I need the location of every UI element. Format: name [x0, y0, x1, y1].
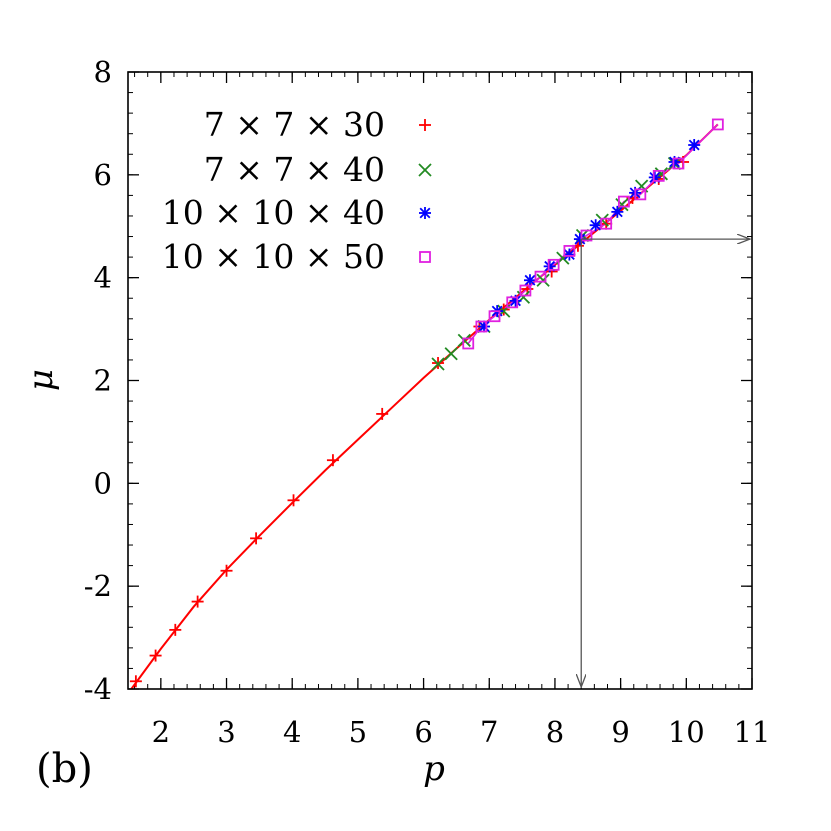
y-tick-label: 2 — [94, 364, 112, 398]
legend: 7 × 7 × 30 7 × 7 × 40 10 × 10 × 40 10 × 10 … — [162, 105, 432, 276]
y-tick-label: 6 — [94, 158, 112, 192]
x-tick-label: 10 — [668, 715, 705, 749]
data-point — [149, 649, 162, 662]
x-axis-label: p — [423, 749, 445, 789]
data-point — [488, 310, 501, 323]
legend-label: 7 × 7 × 30 — [204, 105, 385, 144]
y-tick-label: 0 — [94, 466, 112, 500]
data-point — [600, 217, 613, 230]
data-point — [595, 213, 609, 227]
legend-label: 10 × 10 × 50 — [162, 237, 385, 276]
data-point — [444, 347, 458, 361]
data-point — [431, 357, 445, 371]
data-point — [129, 675, 142, 688]
y-axis-label: μ — [21, 369, 61, 391]
data-point — [419, 119, 431, 131]
panel-label: (b) — [36, 746, 93, 792]
data-point — [672, 157, 685, 170]
data-point — [475, 320, 488, 333]
data-point — [376, 407, 389, 420]
data-point — [589, 219, 602, 232]
data-point — [326, 454, 339, 467]
legend-label: 7 × 7 × 40 — [204, 150, 385, 189]
data-point — [618, 195, 630, 208]
data-point — [418, 163, 432, 177]
x-tick-label: 5 — [349, 715, 367, 749]
data-point — [611, 205, 624, 218]
data-point — [506, 296, 519, 309]
x-tick-label: 4 — [283, 715, 301, 749]
x-tick-label: 11 — [734, 715, 771, 749]
data-point — [563, 248, 576, 261]
plot-frame — [127, 71, 753, 690]
data-point — [220, 564, 233, 577]
x-tick-label: 7 — [480, 715, 498, 749]
data-points-layer — [129, 118, 724, 688]
data-point — [191, 595, 204, 608]
y-tick-label: 8 — [94, 55, 112, 89]
ticks-layer: 2 3 4 5 6 7 8 9 10 11 -4 -2 0 2 4 6 8 — [84, 55, 771, 749]
data-point — [634, 188, 647, 201]
legend-label: 10 × 10 × 40 — [162, 193, 385, 232]
data-point — [563, 245, 576, 257]
x-tick-label: 2 — [152, 715, 170, 749]
data-point — [547, 258, 560, 271]
data-point — [519, 284, 532, 297]
y-tick-label: 4 — [94, 261, 112, 295]
data-point — [534, 270, 547, 283]
x-tick-label: 8 — [546, 715, 564, 749]
data-point — [688, 139, 701, 152]
data-point — [652, 169, 665, 182]
x-tick-label: 3 — [217, 715, 235, 749]
data-point — [536, 273, 550, 287]
y-tick-label: -4 — [84, 672, 112, 706]
data-point — [169, 623, 182, 636]
data-point — [523, 274, 536, 287]
labels-layer: p μ (b) — [21, 369, 445, 792]
x-tick-label: 9 — [611, 715, 629, 749]
x-tick-label: 6 — [414, 715, 432, 749]
data-point — [250, 532, 263, 545]
y-tick-label: -2 — [84, 569, 112, 603]
data-point — [457, 333, 471, 348]
data-point — [419, 251, 431, 263]
data-point — [287, 494, 300, 507]
data-point — [462, 337, 475, 350]
data-point — [580, 229, 593, 242]
arrows-layer — [581, 239, 750, 687]
data-point — [419, 207, 431, 219]
data-point — [711, 118, 724, 131]
